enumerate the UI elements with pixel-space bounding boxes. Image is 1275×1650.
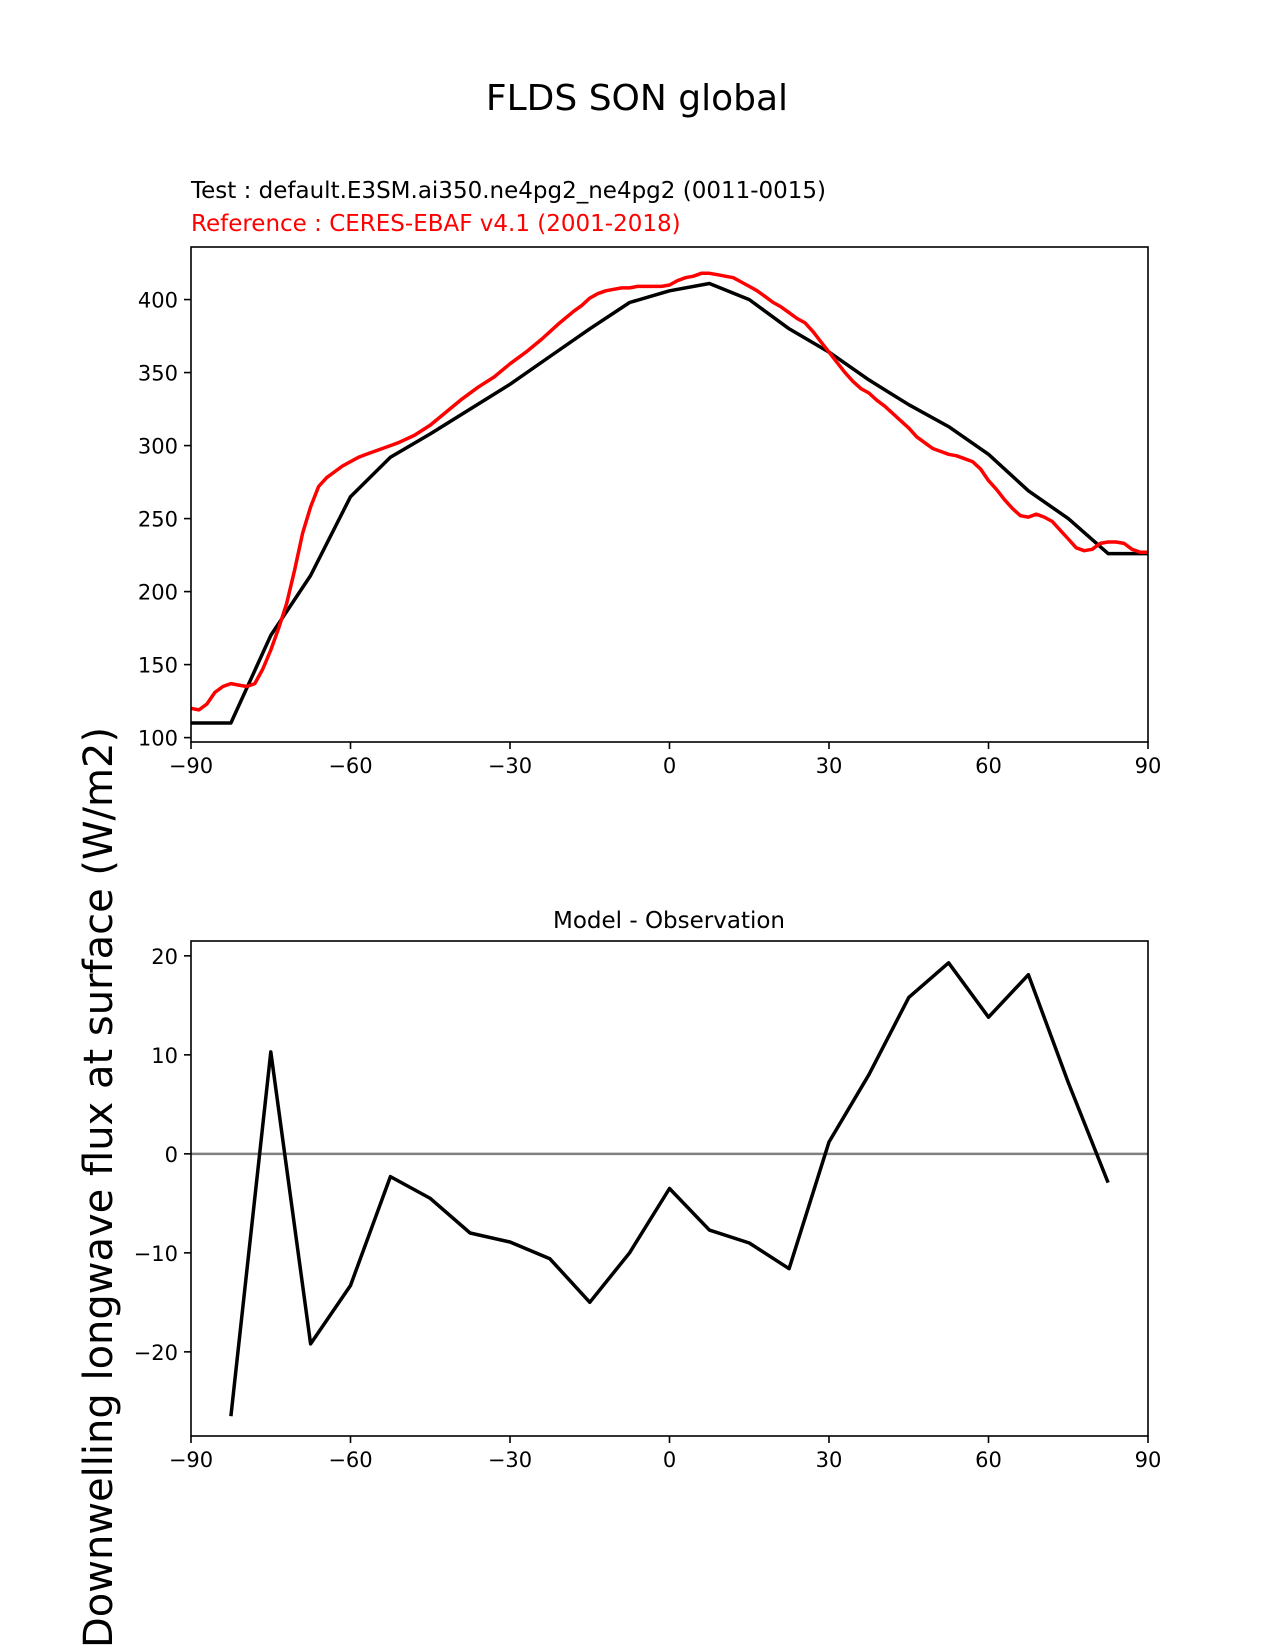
bottom-panel-title: Model - Observation (553, 908, 785, 934)
top-test-series-line (191, 281, 1148, 725)
top-x-tick-label: 90 (1135, 754, 1162, 778)
bottom-y-tick-label: −20 (134, 1341, 178, 1365)
top-y-tick-label: 400 (138, 289, 178, 313)
top-subtitle-test: Test : default.E3SM.ai350.ne4pg2_ne4pg2 … (190, 178, 826, 204)
figure-title: FLDS SON global (486, 78, 788, 119)
top-y-tick-label: 300 (138, 435, 178, 459)
y-axis-label: Downwelling longwave flux at surface (W/… (76, 727, 122, 1648)
bottom-x-tick-label: 0 (663, 1448, 676, 1472)
bottom-x-tick-label: 90 (1135, 1448, 1162, 1472)
top-axes-frame (190, 246, 1149, 743)
bottom-x-tick-label: 60 (975, 1448, 1002, 1472)
top-x-tick-label: 60 (975, 754, 1002, 778)
top-y-tick-label: 100 (138, 727, 178, 751)
top-reference-series-line (191, 271, 1148, 712)
top-subtitle-reference: Reference : CERES-EBAF v4.1 (2001-2018) (191, 211, 681, 237)
bottom-plot-area: −90 −60 −30 0 30 60 90 −20 −10 0 10 20 (134, 940, 1162, 1472)
top-y-tick-label: 250 (138, 508, 178, 532)
top-x-tick-label: 0 (663, 754, 676, 778)
bottom-y-tick-label: 10 (151, 1044, 178, 1068)
bottom-difference-series-line (229, 961, 1110, 1417)
bottom-y-tick-label: 20 (151, 945, 178, 969)
bottom-x-tick-label: 30 (816, 1448, 843, 1472)
top-y-tick-label: 200 (138, 581, 178, 605)
bottom-x-tick-label: −60 (328, 1448, 372, 1472)
bottom-y-tick-label: −10 (134, 1242, 178, 1266)
top-y-tick-label: 350 (138, 362, 178, 386)
top-x-tick-label: −90 (169, 754, 213, 778)
top-x-tick-label: −30 (488, 754, 532, 778)
bottom-x-tick-label: −30 (488, 1448, 532, 1472)
top-x-tick-label: −60 (328, 754, 372, 778)
bottom-y-tick-label: 0 (165, 1143, 178, 1167)
top-y-tick-label: 150 (138, 654, 178, 678)
top-x-tick-label: 30 (816, 754, 843, 778)
bottom-x-tick-label: −90 (169, 1448, 213, 1472)
top-plot-area: −90 −60 −30 0 30 60 90 100 150 200 250 300 350 400 (138, 246, 1162, 778)
